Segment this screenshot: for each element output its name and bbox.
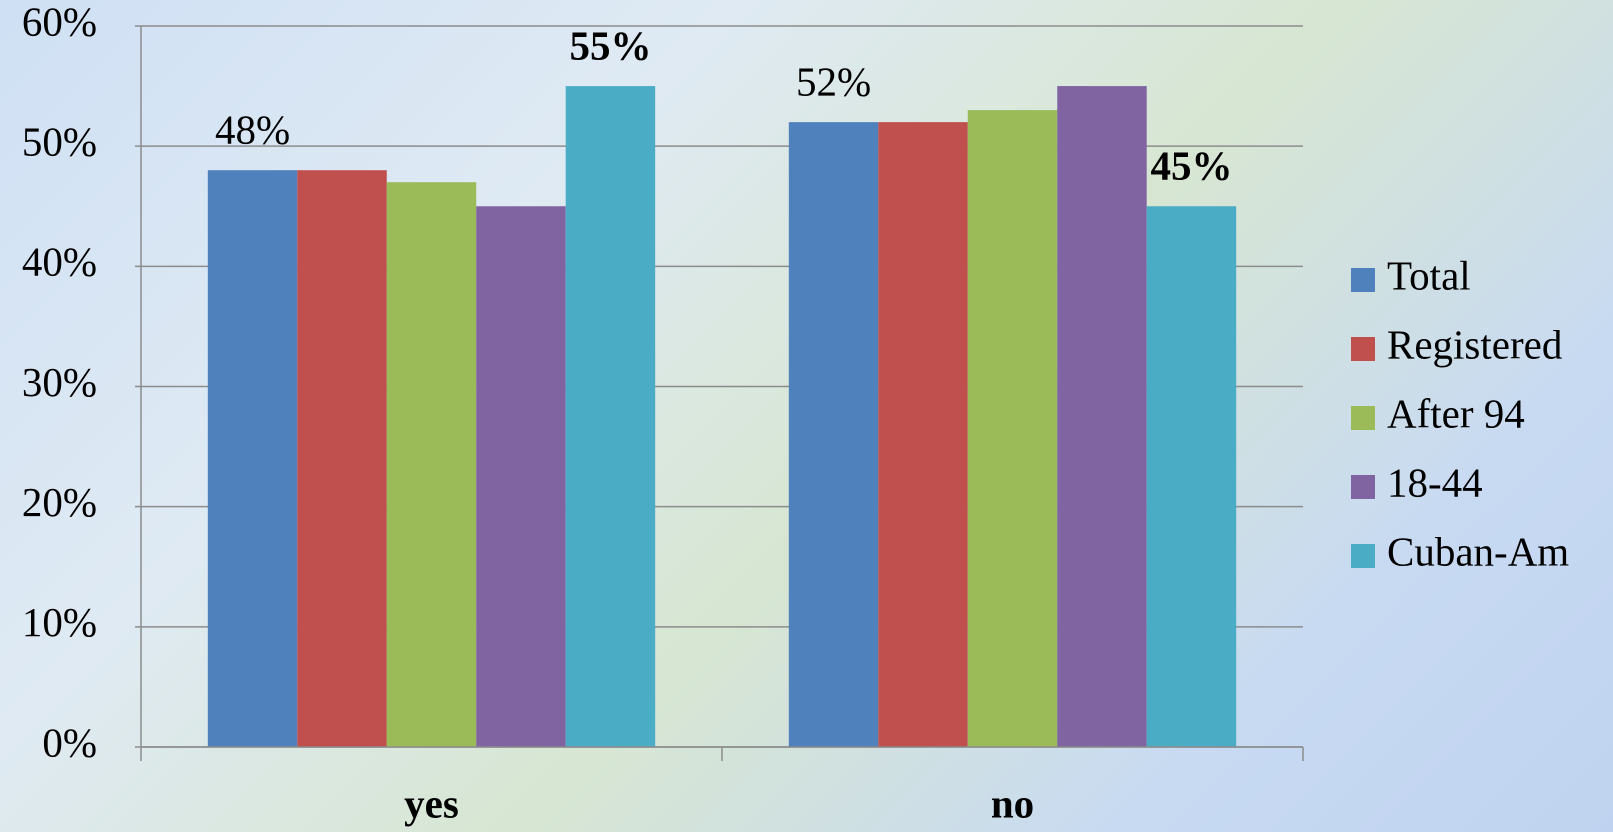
legend-label: Registered <box>1387 321 1562 367</box>
x-tick-label: no <box>991 780 1034 826</box>
y-tick-label: 50% <box>22 119 97 165</box>
bar <box>386 182 477 747</box>
legend-swatch <box>1351 268 1375 292</box>
bar <box>1146 206 1237 747</box>
legend-swatch <box>1351 337 1375 361</box>
legend-swatch <box>1351 475 1375 499</box>
legend-label: Total <box>1387 252 1471 298</box>
bar <box>207 170 298 747</box>
legend-label: Cuban-Am <box>1387 528 1569 574</box>
data-label: 45% <box>1150 143 1232 189</box>
bar <box>297 170 387 747</box>
bar <box>788 122 879 748</box>
data-label: 52% <box>796 59 871 105</box>
legend-swatch <box>1351 544 1375 568</box>
data-label: 48% <box>215 107 290 153</box>
legend-label: After 94 <box>1387 390 1525 436</box>
bar <box>878 122 968 748</box>
legend-swatch <box>1351 406 1375 430</box>
y-tick-label: 0% <box>42 719 97 765</box>
x-tick-label: yes <box>404 780 459 826</box>
y-tick-label: 40% <box>22 239 97 285</box>
y-tick-label: 10% <box>22 599 97 645</box>
y-tick-label: 30% <box>22 359 97 405</box>
data-label: 55% <box>569 22 651 68</box>
bar <box>565 86 656 748</box>
y-tick-label: 20% <box>22 479 97 525</box>
y-tick-label: 60% <box>22 0 97 44</box>
legend-label: 18-44 <box>1387 459 1483 505</box>
bar <box>1057 86 1147 748</box>
bar <box>967 110 1058 747</box>
bar <box>476 206 566 747</box>
